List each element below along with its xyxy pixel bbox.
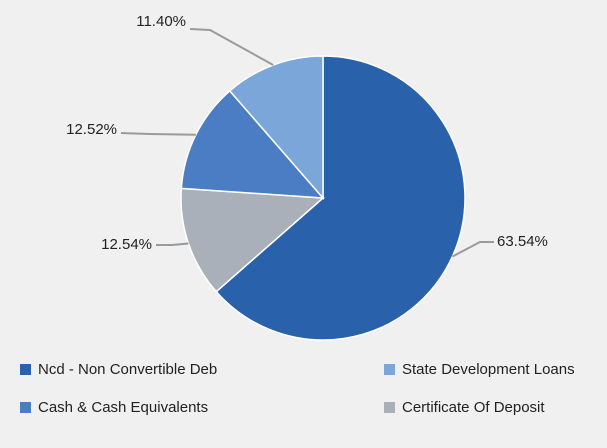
data-label: 12.52%: [66, 121, 117, 138]
data-label: 12.54%: [101, 236, 152, 253]
pie-slice: [228, 55, 324, 201]
pie-slice: [180, 187, 325, 293]
leader-line: [189, 28, 274, 66]
legend-swatch: [384, 402, 395, 413]
pie-slice: [180, 89, 325, 199]
leader-line: [156, 242, 189, 246]
legend-label: Certificate Of Deposit: [402, 399, 545, 416]
leader-line: [451, 241, 494, 258]
legend-swatch: [20, 402, 31, 413]
leader-line: [120, 132, 196, 136]
data-label: 63.54%: [497, 233, 548, 250]
legend-label: Ncd - Non Convertible Deb: [38, 361, 217, 378]
legend-swatch: [20, 364, 31, 375]
legend-label: State Development Loans: [402, 361, 575, 378]
legend-swatch: [384, 364, 395, 375]
data-label: 11.40%: [136, 13, 186, 30]
legend-label: Cash & Cash Equivalents: [38, 399, 208, 416]
